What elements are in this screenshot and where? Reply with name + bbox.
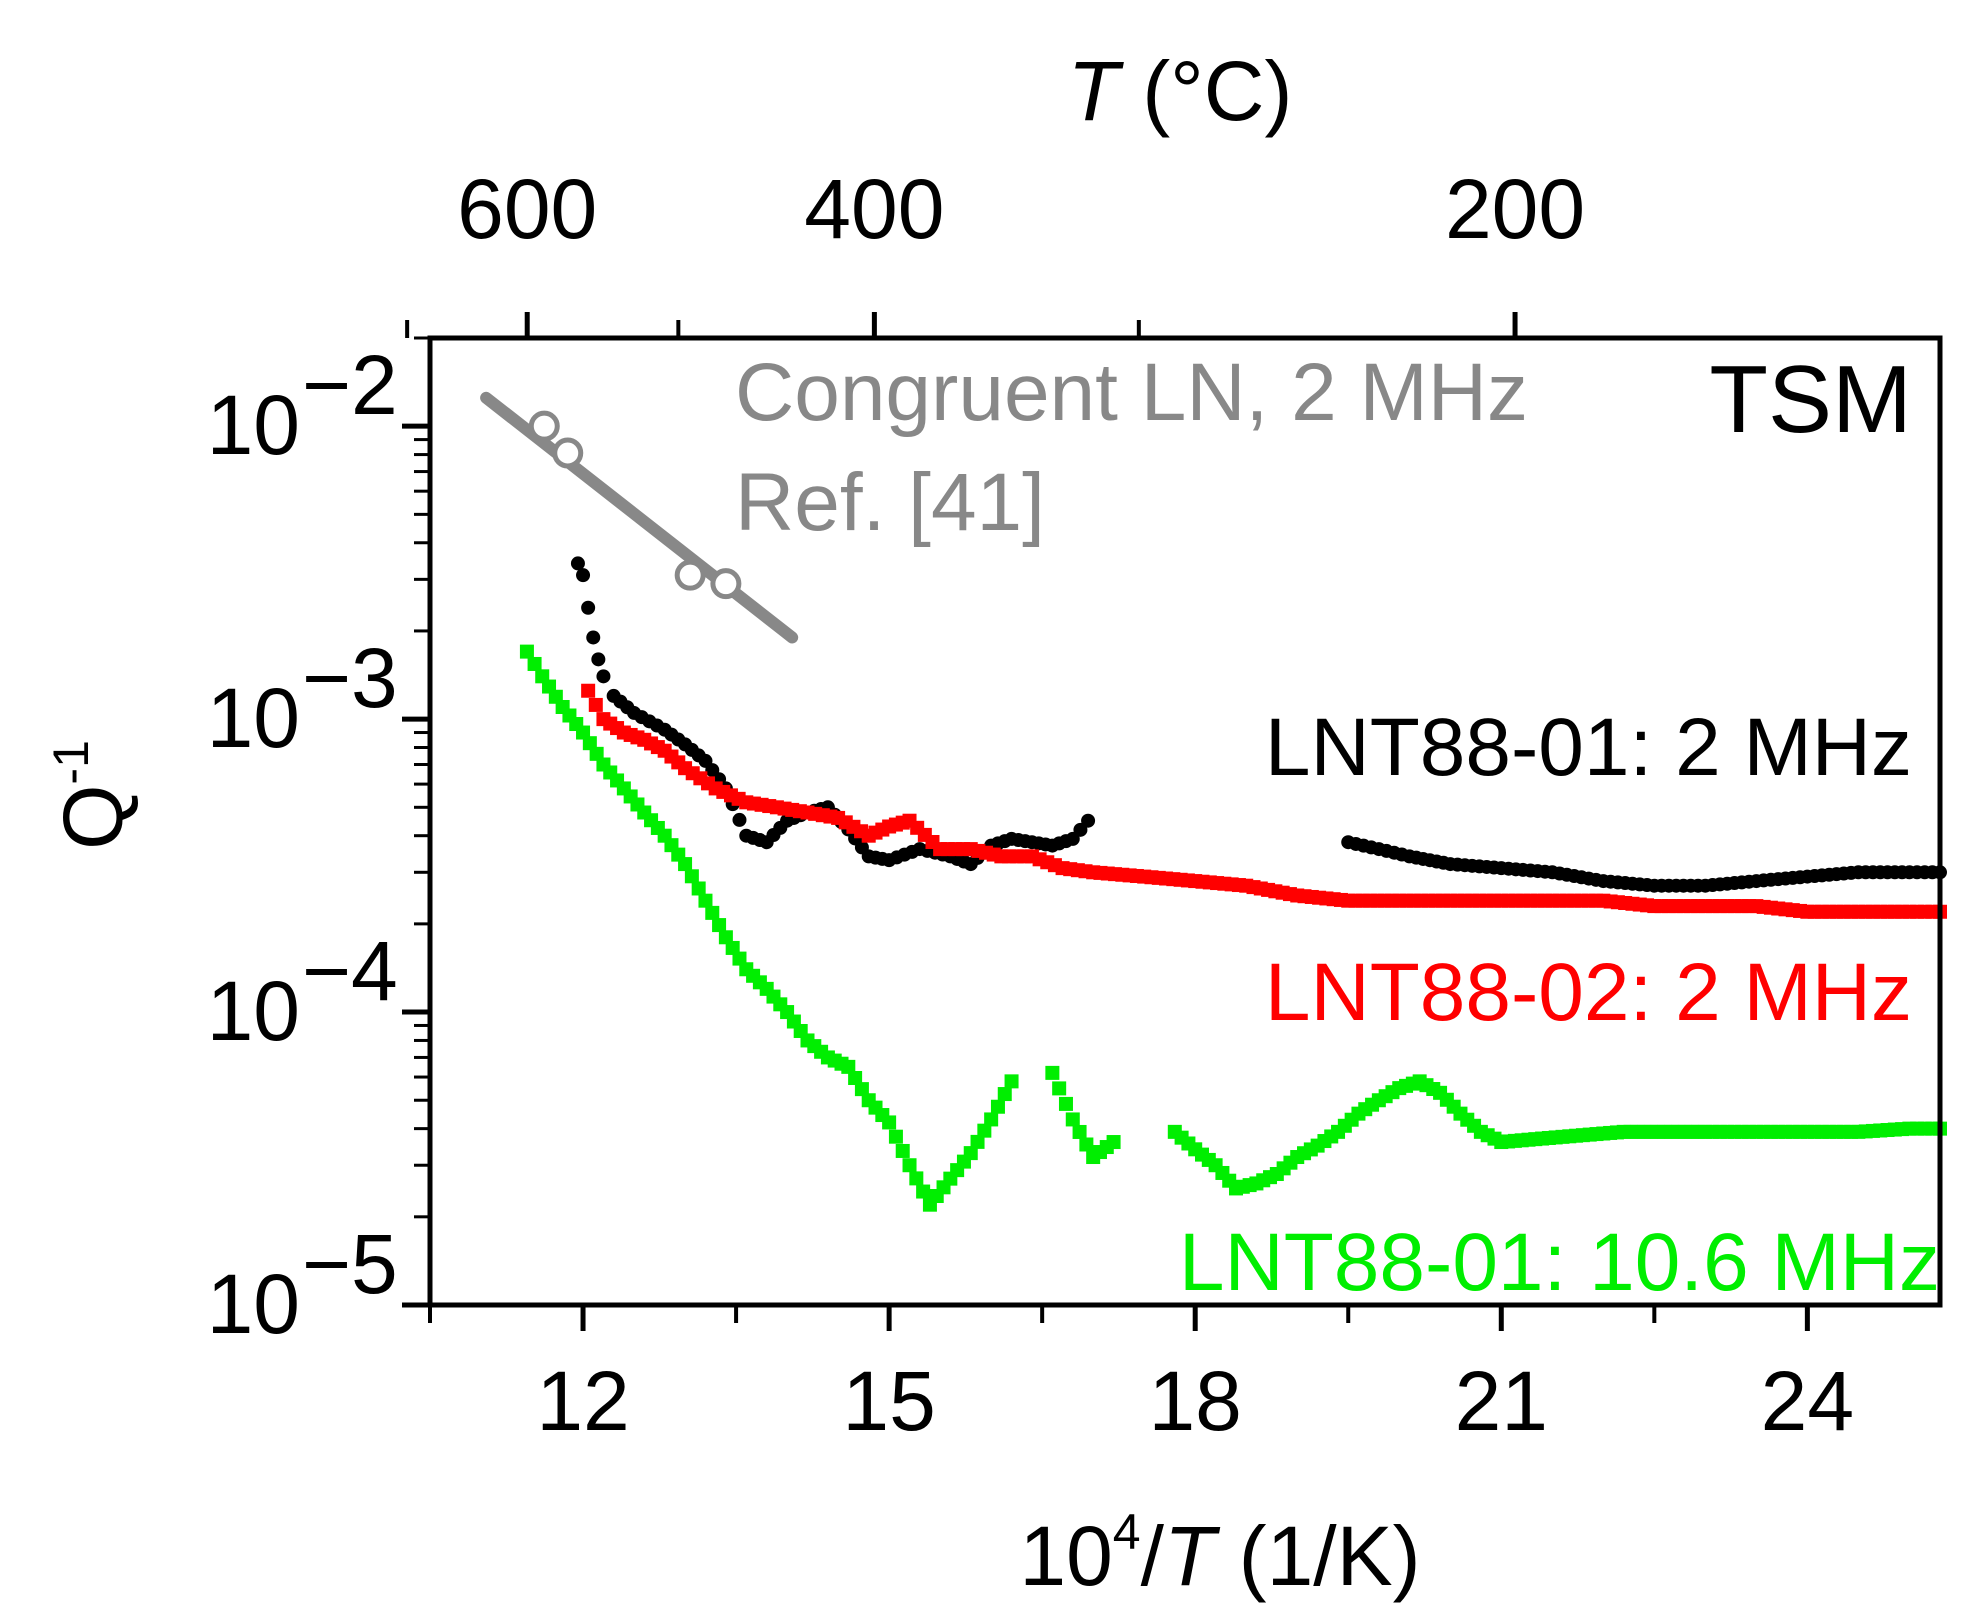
data-point xyxy=(882,1115,897,1130)
series-3 xyxy=(480,391,799,644)
y-tick-label-base: 10 xyxy=(207,671,300,765)
y-tick-label-exponent: −2 xyxy=(302,338,398,432)
top-tick-label: 200 xyxy=(1445,162,1585,256)
data-point xyxy=(581,600,596,615)
x-axis-title: 104/T (1/K) xyxy=(1019,1504,1420,1603)
series-2 xyxy=(519,644,1947,1212)
data-point xyxy=(678,857,693,872)
data-point xyxy=(589,746,604,761)
data-point xyxy=(732,812,747,827)
data-point xyxy=(581,683,596,698)
series-1 xyxy=(581,683,1947,919)
data-point xyxy=(684,869,699,884)
x-axis-title-unit: (1/K) xyxy=(1215,1509,1420,1603)
x-axis-title-prefix: 10 xyxy=(1019,1509,1112,1603)
y-tick-label-exponent: −4 xyxy=(302,924,398,1018)
data-point xyxy=(718,930,733,945)
data-point xyxy=(712,918,727,933)
data-point xyxy=(519,644,534,659)
x-tick-label: 12 xyxy=(536,1354,629,1448)
reference-data-point xyxy=(674,559,706,591)
panel-label: TSM xyxy=(1709,346,1912,453)
data-point xyxy=(1004,1074,1019,1089)
data-point xyxy=(1045,1065,1060,1080)
data-point xyxy=(576,568,591,583)
data-point xyxy=(570,556,585,571)
data-point xyxy=(705,905,720,920)
data-point xyxy=(984,1112,999,1127)
series-0 xyxy=(570,556,1947,893)
data-point xyxy=(854,1082,869,1097)
data-point xyxy=(582,736,597,751)
data-point xyxy=(909,1171,924,1186)
top-axis-title-unit: (°C) xyxy=(1119,44,1293,138)
top-axis-title: T (°C) xyxy=(1068,44,1293,138)
data-point xyxy=(1058,1096,1073,1111)
top-tick-label: 600 xyxy=(457,162,597,256)
data-point xyxy=(970,1134,985,1149)
data-point xyxy=(1065,1112,1080,1127)
data-point xyxy=(841,1059,856,1074)
reference-data-point xyxy=(552,437,584,469)
data-point xyxy=(1052,1081,1067,1096)
data-point xyxy=(916,1184,931,1199)
y-axis-title-base: Q xyxy=(46,785,140,850)
data-point xyxy=(895,1143,910,1158)
y-tick-label: 10 xyxy=(207,378,300,472)
x-tick-label: 24 xyxy=(1761,1354,1854,1448)
data-point xyxy=(1079,1137,1094,1152)
data-point xyxy=(588,697,603,712)
annotation-ref-line2: Ref. [41] xyxy=(735,457,1045,548)
reference-data-point xyxy=(710,568,742,600)
top-tick-label: 400 xyxy=(804,162,944,256)
y-tick-label-base: 10 xyxy=(207,964,300,1058)
y-tick-label-base: 10 xyxy=(207,1257,300,1351)
data-point xyxy=(997,1087,1012,1102)
y-axis-title-sup: -1 xyxy=(43,740,99,784)
y-tick-label-exponent: −3 xyxy=(302,631,398,725)
y-tick-label-base: 10 xyxy=(207,378,300,472)
y-axis-title: Q-1 xyxy=(43,740,140,850)
x-axis-title-var: T xyxy=(1164,1509,1221,1603)
x-axis-title-sup: 4 xyxy=(1113,1504,1141,1560)
plot-frame xyxy=(427,335,1943,1308)
y-tick-label: 10 xyxy=(207,1257,300,1351)
data-point xyxy=(977,1123,992,1138)
data-point xyxy=(725,940,740,955)
data-point xyxy=(888,1129,903,1144)
data-point xyxy=(596,669,611,684)
data-layer xyxy=(480,391,1947,1212)
data-point xyxy=(990,1099,1005,1114)
data-point xyxy=(902,1158,917,1173)
x-tick-label: 15 xyxy=(842,1354,935,1448)
y-tick-label: 10 xyxy=(207,671,300,765)
top-axis-title-var: T xyxy=(1068,44,1125,138)
data-point xyxy=(1106,1135,1121,1150)
x-axis-title-slash: / xyxy=(1141,1509,1165,1603)
legend-lnt88-01-2mhz: LNT88-01: 2 MHz xyxy=(1265,702,1912,793)
annotation-ref-line1: Congruent LN, 2 MHz xyxy=(735,347,1528,438)
data-point xyxy=(1081,813,1096,828)
data-point xyxy=(732,951,747,966)
data-point xyxy=(848,1070,863,1085)
data-point xyxy=(576,725,591,740)
y-tick-label-exponent: −5 xyxy=(302,1217,398,1311)
x-tick-label: 21 xyxy=(1455,1354,1548,1448)
data-point xyxy=(963,1146,978,1161)
reference-data-point xyxy=(528,410,560,442)
legend-lnt88-01-10.6mhz: LNT88-01: 10.6 MHz xyxy=(1179,1217,1940,1308)
data-point xyxy=(698,893,713,908)
data-point xyxy=(1072,1124,1087,1139)
y-tick-label: 10 xyxy=(207,964,300,1058)
x-tick-label: 18 xyxy=(1148,1354,1241,1448)
legend-lnt88-02-2mhz: LNT88-02: 2 MHz xyxy=(1265,947,1912,1038)
data-point xyxy=(691,881,706,896)
data-point xyxy=(527,656,542,671)
data-point xyxy=(586,630,601,645)
data-point xyxy=(591,652,606,667)
